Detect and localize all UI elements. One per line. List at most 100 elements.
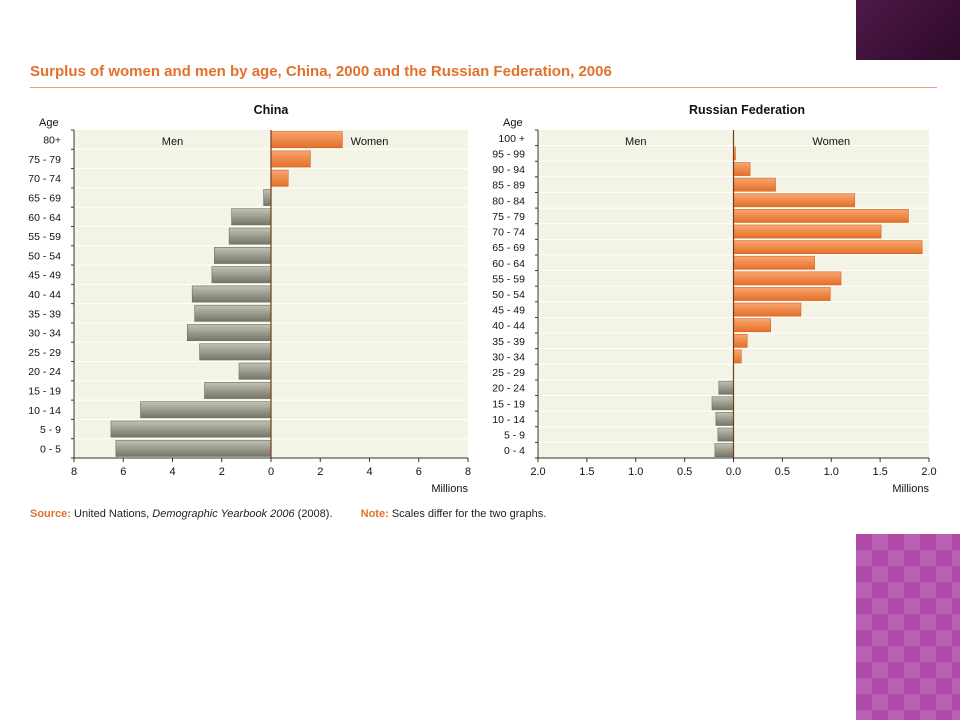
chart-1-category-label: 10 - 14 [492,414,525,426]
chart-0-category-label: 50 - 54 [28,250,61,262]
chart-0-category-label: 55 - 59 [28,231,61,243]
chart-1-category-label: 45 - 49 [492,305,525,317]
chart-1-bar-55-59 [733,271,842,286]
chart-0-x-tick-label: 6 [416,466,422,478]
chart-0-x-tick-label: 0 [268,466,274,478]
chart-0-category-label: 40 - 44 [28,289,61,301]
chart-0-bar-40-44 [191,285,272,303]
chart-1-bar-35-39 [733,333,748,348]
source-text-post: (2008). [294,508,333,520]
chart-0-y-axis-label: Age [39,117,59,129]
chart-0-category-label: 60 - 64 [28,212,61,224]
chart-0-category-label: 30 - 34 [28,328,61,340]
chart-0-bar-10-14 [140,401,272,419]
chart-1-women-label: Women [812,136,850,148]
chart-0-x-axis-label: Millions [431,483,468,495]
chart-1-bar-90-94 [733,162,751,176]
source-text-pre: United Nations, [74,508,153,520]
chart-1-x-tick-label: 0.5 [677,466,692,478]
chart-1-title: Russian Federation [689,103,805,117]
chart-0-bar-0-5 [115,439,272,457]
chart-1-category-label: 65 - 69 [492,242,525,254]
chart-0-bar-25-29 [199,343,272,361]
chart-1-bar-75-79 [733,209,909,223]
chart-1-category-label: 85 - 89 [492,180,525,192]
chart-1-bar-10-14 [715,412,734,426]
note-text: Scales differ for the two graphs. [391,508,547,520]
chart-0-x-tick-label: 8 [71,466,77,478]
source-text-italic: Demographic Yearbook 2006 [152,508,295,520]
chart-0-bar-5-9 [110,420,272,438]
chart-0-bar-15-19 [204,382,272,399]
chart-0-category-label: 75 - 79 [28,154,61,166]
chart-1-x-tick-label: 1.5 [579,466,594,478]
source-label: Source: [30,508,71,520]
chart-0-x-tick-label: 2 [317,466,323,478]
chart-1-x-tick-label: 2.0 [530,466,545,478]
chart-1-bar-70-74 [733,224,882,239]
chart-0-bar-45-49 [211,266,272,284]
chart-0-category-label: 25 - 29 [28,347,61,359]
chart-0-bar-30-34 [186,324,272,341]
chart-0-bar-35-39 [194,304,272,322]
chart-1-y-axis-label: Age [503,117,523,129]
chart-1-category-label: 15 - 19 [492,398,525,410]
chart-1-category-label: 70 - 74 [492,227,525,239]
chart-1-category-label: 50 - 54 [492,289,525,301]
chart-1-bar-45-49 [733,302,802,317]
chart-0-category-label: 0 - 5 [40,443,61,455]
chart-0-x-tick-label: 6 [120,466,126,478]
chart-0-bar-65-69 [263,189,272,206]
chart-title: Surplus of women and men by age, China, … [30,63,612,80]
chart-0-category-label: 35 - 39 [28,308,61,320]
chart-1-bar-20-24 [718,380,734,395]
chart-0-men-label: Men [162,136,183,148]
chart-0-category-label: 5 - 9 [40,424,61,436]
chart-1-x-tick-label: 0.0 [726,466,741,478]
decorative-corner-bottom [856,534,960,720]
chart-1-bar-80-84 [733,193,856,208]
chart-0-category-label: 70 - 74 [28,173,61,185]
chart-1-x-axis-label: Millions [892,483,929,495]
chart-0-category-label: 80+ [43,135,61,147]
chart-0-title: China [254,103,290,117]
chart-0-women-label: Women [351,136,389,148]
chart-1-category-label: 30 - 34 [492,351,525,363]
chart-0-x-tick-label: 2 [219,466,225,478]
chart-0-category-label: 15 - 19 [28,385,61,397]
chart-1-category-label: 55 - 59 [492,273,525,285]
title-divider [30,87,937,88]
chart-1-category-label: 0 - 4 [504,445,525,457]
chart-0-category-label: 10 - 14 [28,405,61,417]
note-label: Note: [360,508,389,520]
chart-1-category-label: 95 - 99 [492,148,525,160]
chart-0-category-label: 20 - 24 [28,366,61,378]
chart-0-x-tick-label: 4 [366,466,372,478]
chart-1-category-label: 60 - 64 [492,258,525,270]
chart-1-bar-30-34 [733,349,742,364]
chart-1-bar-50-54 [733,287,831,301]
chart-1-men-label: Men [625,136,646,148]
chart-1-category-label: 80 - 84 [492,195,525,207]
chart-0-bar-20-24 [238,362,272,380]
chart-1-bar-60-64 [733,255,815,270]
decorative-corner-top [856,0,960,60]
chart-1-category-label: 75 - 79 [492,211,525,223]
chart-1-category-label: 20 - 24 [492,383,525,395]
chart-1-category-label: 40 - 44 [492,320,525,332]
chart-0-bar-60-64 [231,208,272,226]
chart-1-bar-85-89 [733,177,776,192]
chart-1-category-label: 35 - 39 [492,336,525,348]
chart-0-category-label: 65 - 69 [28,193,61,205]
chart-0-x-tick-label: 4 [169,466,175,478]
chart-1-category-label: 90 - 94 [492,164,525,176]
chart-1-x-tick-label: 1.5 [872,466,887,478]
chart-0-bar-80plus [270,131,343,149]
chart-1-x-tick-label: 1.0 [628,466,643,478]
chart-0-bar-55-59 [228,227,272,245]
chart-1-x-tick-label: 0.5 [775,466,790,478]
chart-1-category-label: 100 + [498,133,525,145]
chart-1-bar-40-44 [733,318,771,333]
chart-1-x-tick-label: 2.0 [921,466,936,478]
